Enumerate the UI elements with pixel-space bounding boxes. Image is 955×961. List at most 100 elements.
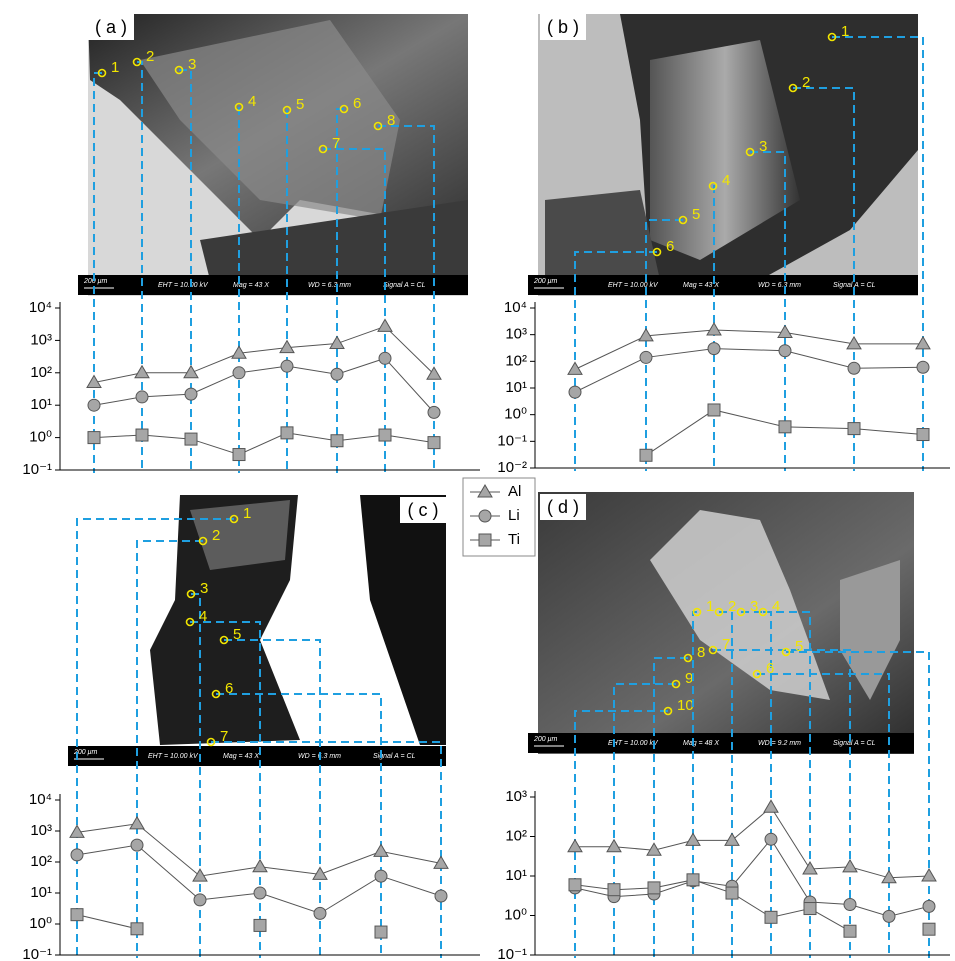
marker-triangle bbox=[135, 366, 149, 378]
marker-square bbox=[185, 433, 197, 445]
y-tick-label: 10³ bbox=[505, 788, 527, 805]
marker-triangle bbox=[184, 366, 198, 378]
series-line bbox=[94, 358, 434, 412]
marker-circle bbox=[375, 870, 387, 882]
legend-label: Ti bbox=[508, 531, 520, 548]
point-label: 7 bbox=[332, 135, 340, 152]
marker-square bbox=[331, 435, 343, 447]
marker-triangle bbox=[764, 800, 778, 812]
marker-circle bbox=[640, 351, 652, 363]
y-tick-label: 10⁻¹ bbox=[22, 461, 52, 478]
y-tick-label: 10⁴ bbox=[29, 299, 52, 316]
legend-marker bbox=[479, 534, 491, 546]
marker-triangle bbox=[130, 817, 144, 829]
point-label: 1 bbox=[243, 505, 251, 522]
y-tick-label: 10¹ bbox=[505, 867, 527, 884]
marker-circle bbox=[71, 849, 83, 861]
marker-square bbox=[233, 449, 245, 461]
marker-circle bbox=[883, 910, 895, 922]
marker-triangle bbox=[378, 319, 392, 331]
marker-square bbox=[608, 884, 620, 896]
y-tick-label: 10⁰ bbox=[504, 906, 527, 923]
point-label: 2 bbox=[728, 598, 736, 615]
image-info: Signal A = CL bbox=[383, 282, 426, 289]
marker-triangle bbox=[843, 860, 857, 872]
y-tick-label: 10⁰ bbox=[504, 406, 527, 423]
panel-label: ( a ) bbox=[95, 17, 127, 37]
y-tick-label: 10⁰ bbox=[29, 429, 52, 446]
y-tick-label: 10⁻¹ bbox=[497, 946, 527, 961]
point-label: 8 bbox=[697, 644, 705, 661]
y-tick-label: 10¹ bbox=[30, 884, 52, 901]
marker-square bbox=[687, 874, 699, 886]
y-tick-label: 10⁻¹ bbox=[497, 432, 527, 449]
marker-circle bbox=[131, 839, 143, 851]
point-label: 5 bbox=[692, 206, 700, 223]
marker-circle bbox=[428, 406, 440, 418]
point-label: 1 bbox=[111, 59, 119, 76]
marker-square bbox=[844, 925, 856, 937]
marker-square bbox=[779, 421, 791, 433]
legend-label: Al bbox=[508, 483, 521, 500]
point-label: 10 bbox=[677, 697, 694, 714]
marker-circle bbox=[254, 887, 266, 899]
scale-bar-label: 200 μm bbox=[83, 278, 107, 285]
marker-circle bbox=[194, 894, 206, 906]
y-tick-label: 10³ bbox=[30, 822, 52, 839]
point-label: 3 bbox=[759, 138, 767, 155]
point-label: 4 bbox=[772, 598, 780, 615]
marker-circle bbox=[331, 368, 343, 380]
y-tick-label: 10⁰ bbox=[29, 915, 52, 932]
point-label: 4 bbox=[199, 608, 207, 625]
y-tick-label: 10¹ bbox=[505, 379, 527, 396]
point-label: 6 bbox=[666, 238, 674, 255]
marker-circle bbox=[917, 361, 929, 373]
marker-triangle bbox=[778, 326, 792, 338]
image-a bbox=[88, 14, 468, 296]
marker-square bbox=[648, 882, 660, 894]
series-line bbox=[77, 915, 381, 932]
marker-circle bbox=[435, 890, 447, 902]
point-label: 7 bbox=[220, 728, 228, 745]
point-label: 6 bbox=[225, 680, 233, 697]
image-info: EHT = 10.00 kV bbox=[148, 753, 199, 760]
marker-triangle bbox=[803, 862, 817, 874]
marker-square bbox=[71, 909, 83, 921]
marker-triangle bbox=[916, 337, 930, 349]
y-tick-label: 10² bbox=[30, 364, 52, 381]
marker-circle bbox=[848, 362, 860, 374]
point-label: 3 bbox=[188, 56, 196, 73]
image-info: Signal A = CL bbox=[833, 740, 876, 747]
marker-triangle bbox=[707, 323, 721, 335]
point-label: 3 bbox=[200, 580, 208, 597]
guide-line bbox=[211, 742, 441, 958]
marker-square bbox=[131, 923, 143, 935]
point-label: 5 bbox=[296, 96, 304, 113]
image-info: Mag = 48 X bbox=[683, 740, 719, 747]
marker-circle bbox=[779, 345, 791, 357]
marker-triangle bbox=[725, 833, 739, 845]
marker-square bbox=[765, 911, 777, 923]
marker-circle bbox=[314, 907, 326, 919]
marker-circle bbox=[708, 343, 720, 355]
marker-circle bbox=[923, 900, 935, 912]
marker-circle bbox=[765, 833, 777, 845]
marker-square bbox=[254, 919, 266, 931]
marker-triangle bbox=[568, 362, 582, 374]
point-label: 4 bbox=[722, 172, 730, 189]
marker-circle bbox=[185, 388, 197, 400]
point-label: 3 bbox=[750, 598, 758, 615]
point-label: 2 bbox=[212, 527, 220, 544]
marker-triangle bbox=[568, 840, 582, 852]
image-info: WD = 9.2 mm bbox=[758, 740, 801, 747]
point-label: 5 bbox=[795, 638, 803, 655]
point-label: 2 bbox=[802, 74, 810, 91]
marker-square bbox=[848, 423, 860, 435]
marker-triangle bbox=[253, 860, 267, 872]
marker-circle bbox=[233, 367, 245, 379]
marker-square bbox=[917, 429, 929, 441]
marker-circle bbox=[88, 399, 100, 411]
y-tick-label: 10² bbox=[505, 827, 527, 844]
point-label: 5 bbox=[233, 626, 241, 643]
scale-bar-label: 200 μm bbox=[533, 278, 557, 285]
